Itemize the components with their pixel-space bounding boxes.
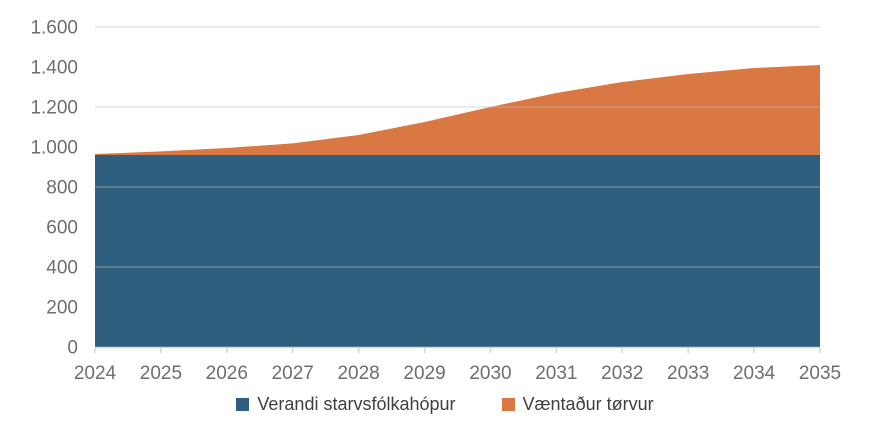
y-axis-label: 0: [67, 338, 78, 359]
x-axis-label: 2026: [206, 363, 248, 384]
legend-swatch-vaentadur-icon: [501, 398, 515, 411]
area-series-0: [95, 155, 820, 347]
x-axis-label: 2033: [667, 363, 709, 384]
legend-item-verandi: Verandi starvsfólkahópur: [236, 394, 456, 415]
x-axis-label: 2031: [535, 363, 577, 384]
y-axis-label: 800: [46, 178, 78, 199]
legend-label-verandi: Verandi starvsfólkahópur: [257, 394, 456, 414]
x-axis-label: 2034: [733, 363, 776, 384]
chart-legend: Verandi starvsfólkahópur Væntaður tørvur: [0, 394, 890, 415]
y-axis-label: 1.200: [30, 98, 78, 119]
x-axis-label: 2029: [403, 363, 445, 384]
legend-item-vaentadur: Væntaður tørvur: [501, 394, 654, 415]
area-series-1: [95, 65, 820, 155]
x-axis-label: 2024: [74, 363, 117, 384]
plot-area: 0 200 400 600 800 1.000 1.200 1.400 1.600 2024 202…: [30, 18, 841, 384]
x-axis-label: 2030: [469, 363, 511, 384]
y-axis-label: 1.400: [30, 58, 78, 79]
legend-label-vaentadur: Væntaður tørvur: [522, 394, 654, 414]
y-axis-label: 1.600: [30, 18, 78, 39]
y-axis-label: 400: [46, 258, 78, 279]
x-axis-label: 2032: [601, 363, 643, 384]
x-axis-label: 2025: [140, 363, 182, 384]
x-axis-label: 2028: [337, 363, 379, 384]
y-axis-label: 200: [46, 298, 78, 319]
y-axis-label: 600: [46, 218, 78, 239]
legend-swatch-verandi-icon: [236, 398, 250, 411]
y-axis-label: 1.000: [30, 138, 78, 159]
x-axis-label: 2027: [272, 363, 314, 384]
x-axis-label: 2035: [799, 363, 841, 384]
